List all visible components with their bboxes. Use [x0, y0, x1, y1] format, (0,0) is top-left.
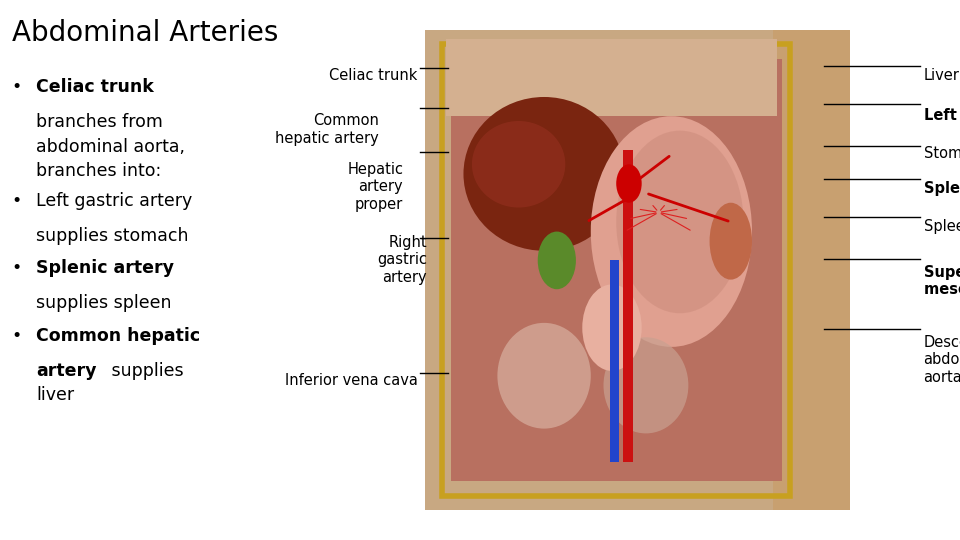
- Text: Inferior vena cava: Inferior vena cava: [285, 373, 418, 388]
- Ellipse shape: [497, 323, 590, 429]
- Ellipse shape: [538, 232, 576, 289]
- Ellipse shape: [583, 285, 641, 371]
- Text: Splenic artery: Splenic artery: [36, 259, 175, 277]
- Bar: [773, 30, 850, 510]
- Bar: [451, 58, 781, 482]
- Text: Celiac trunk: Celiac trunk: [329, 68, 418, 83]
- Ellipse shape: [472, 121, 565, 207]
- Text: •: •: [12, 259, 22, 277]
- Bar: [443, 44, 790, 496]
- Text: •: •: [12, 192, 22, 210]
- Ellipse shape: [590, 116, 752, 347]
- Text: branches from: branches from: [36, 113, 163, 131]
- Text: Celiac trunk: Celiac trunk: [36, 78, 155, 96]
- Bar: [446, 39, 778, 116]
- Ellipse shape: [616, 131, 743, 313]
- Text: Abdominal Arteries: Abdominal Arteries: [12, 19, 278, 47]
- Text: abdominal aorta,: abdominal aorta,: [36, 138, 185, 156]
- Text: Stomach: Stomach: [924, 146, 960, 161]
- Text: supplies stomach: supplies stomach: [36, 227, 189, 245]
- Text: Superior
mesenteric artery: Superior mesenteric artery: [924, 265, 960, 297]
- Text: branches into:: branches into:: [36, 162, 161, 180]
- Text: Hepatic
artery
proper: Hepatic artery proper: [348, 162, 403, 212]
- Text: Right
gastric
artery: Right gastric artery: [377, 235, 427, 285]
- Ellipse shape: [604, 338, 688, 434]
- Text: Left gastric artery: Left gastric artery: [924, 108, 960, 123]
- Bar: [610, 260, 619, 462]
- Text: Liver: Liver: [924, 68, 959, 83]
- Bar: [425, 30, 850, 510]
- Bar: [623, 150, 634, 462]
- Ellipse shape: [616, 164, 641, 202]
- Text: •: •: [12, 78, 22, 96]
- Text: Spleen: Spleen: [924, 219, 960, 234]
- Text: •: •: [12, 327, 22, 345]
- Text: Common
hepatic artery: Common hepatic artery: [276, 113, 379, 146]
- Text: Left gastric artery: Left gastric artery: [36, 192, 193, 210]
- Ellipse shape: [464, 97, 625, 251]
- Text: Common hepatic: Common hepatic: [36, 327, 201, 345]
- Ellipse shape: [709, 202, 752, 280]
- Text: liver: liver: [36, 386, 75, 404]
- Text: supplies spleen: supplies spleen: [36, 294, 172, 312]
- Text: Descending
abdominal
aorta: Descending abdominal aorta: [924, 335, 960, 384]
- Text: artery: artery: [36, 362, 97, 380]
- Text: supplies: supplies: [106, 362, 183, 380]
- Text: Splenic artery: Splenic artery: [924, 181, 960, 196]
